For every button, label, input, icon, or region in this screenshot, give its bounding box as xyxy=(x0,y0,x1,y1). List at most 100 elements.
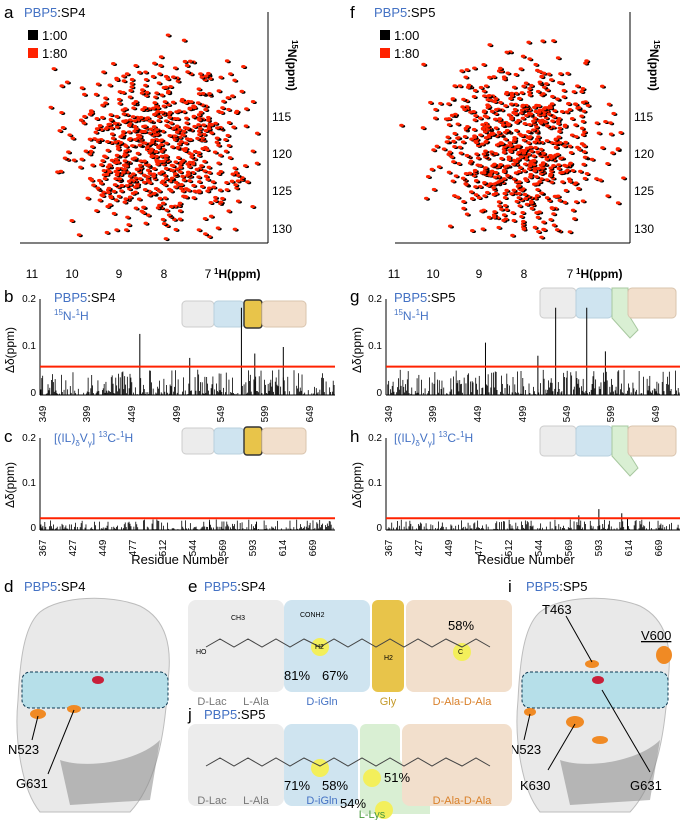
peak-bound xyxy=(186,172,191,177)
peak-bound xyxy=(528,112,534,116)
peak-bound xyxy=(480,123,485,127)
peak-bound xyxy=(175,145,181,150)
peak-bound xyxy=(117,101,123,106)
peak-bound xyxy=(171,75,176,79)
domain-box xyxy=(539,287,577,319)
peak-bound xyxy=(550,119,555,123)
peak-bound xyxy=(157,203,162,207)
peak-bound xyxy=(67,133,73,137)
peak-bound xyxy=(94,127,100,131)
peak-bound xyxy=(226,107,231,112)
peak-bound xyxy=(610,151,615,155)
peak-bound xyxy=(535,89,541,94)
peak-bound xyxy=(550,94,555,99)
panel-c-subtitle: [(IL)δVγ] 13C-1H xyxy=(54,430,133,448)
peak-bound xyxy=(103,155,108,159)
peak-bound xyxy=(482,180,487,185)
peak-bound xyxy=(541,151,546,155)
peak-bound xyxy=(520,54,526,58)
peak-bound xyxy=(433,116,438,120)
peak-bound xyxy=(107,203,113,207)
peak-bound xyxy=(518,166,523,170)
peak-bound xyxy=(540,118,545,122)
y-ticks-f: 115 120 125 130 xyxy=(634,110,654,236)
x-ticks-h: 367 427 449 477 512 544 569 593 614 669 xyxy=(384,539,665,556)
peak-bound xyxy=(114,228,119,232)
peak-bound xyxy=(130,144,135,148)
peak-bound xyxy=(554,145,559,149)
peak-bound xyxy=(205,177,211,181)
y-tick-label: 0 xyxy=(30,388,36,399)
y-tick-label: 0.2 xyxy=(22,433,36,444)
peak-bound xyxy=(493,151,499,156)
peak-bound xyxy=(452,131,458,136)
peak-bound xyxy=(51,67,57,71)
peak-bound xyxy=(225,96,231,100)
peak-bound xyxy=(95,186,101,190)
peak-bound xyxy=(201,123,206,127)
peak-bound xyxy=(489,109,495,114)
peak-bound xyxy=(106,186,112,190)
peak-bound xyxy=(532,166,538,170)
panel-a-title: PBP5:SP4 xyxy=(24,5,85,20)
peak-bound xyxy=(129,81,135,86)
peak-bound xyxy=(141,180,147,184)
peak-bound xyxy=(254,161,260,165)
peak-bound xyxy=(92,137,97,141)
peak-bound xyxy=(508,143,513,148)
peak-bound xyxy=(519,155,524,159)
panel-letter-j: j xyxy=(187,705,192,724)
peak-bound xyxy=(522,122,528,126)
peak-bound xyxy=(460,176,466,180)
peak-bound xyxy=(460,105,465,109)
peak-bound xyxy=(501,177,507,181)
peak-bound xyxy=(120,90,126,95)
peak-bound xyxy=(207,170,212,175)
panel-a: a PBP5:SP4 1:00 1:80 15N(ppm) 115 120 12… xyxy=(4,3,299,281)
peak-bound xyxy=(549,102,555,106)
x-tick-label: 549 xyxy=(216,405,227,422)
peak-bound xyxy=(200,147,206,151)
peak-bound xyxy=(235,179,241,183)
peak-bound xyxy=(138,159,143,163)
peak-bound xyxy=(103,96,108,100)
peak-bound xyxy=(446,123,452,127)
peak-bound xyxy=(126,223,132,227)
peak-bound xyxy=(501,150,507,155)
peak-bound xyxy=(178,165,183,169)
peak-bound xyxy=(165,33,171,37)
peak-bound xyxy=(99,181,104,185)
peak-bound xyxy=(59,84,65,88)
peak-bound xyxy=(539,75,544,79)
peak-bound xyxy=(533,62,539,67)
peak-bound xyxy=(151,192,156,196)
peak-bound xyxy=(239,89,245,93)
peak-bound xyxy=(90,145,95,149)
domain-cartoon-g xyxy=(539,287,677,339)
peak-bound xyxy=(163,166,169,171)
peak-bound xyxy=(142,188,148,192)
peak-bound xyxy=(487,94,492,98)
peak-bound xyxy=(187,165,192,169)
peak-bound xyxy=(535,150,540,154)
peak-bound xyxy=(131,101,136,106)
peak-bound xyxy=(537,70,543,74)
peak-bound xyxy=(133,137,138,142)
peak-bound xyxy=(582,144,587,148)
peak-bound xyxy=(121,74,126,78)
panel-b-subtitle: 15N-1H xyxy=(54,308,89,323)
x-tick-label: 599 xyxy=(260,405,271,422)
peak-bound xyxy=(473,185,478,189)
peak-bound xyxy=(512,107,518,112)
peak-bound xyxy=(190,162,196,166)
peak-bound xyxy=(127,195,133,199)
peak-bound xyxy=(195,101,201,105)
panel-f-title: PBP5:SP5 xyxy=(374,5,435,20)
peak-bound xyxy=(102,176,108,181)
peak-bound xyxy=(151,174,156,178)
peak-bound xyxy=(217,188,223,192)
residue-patch xyxy=(592,736,608,744)
peak-bound xyxy=(186,188,191,192)
peak-bound xyxy=(520,104,526,108)
percent-label: 81% xyxy=(284,668,310,683)
